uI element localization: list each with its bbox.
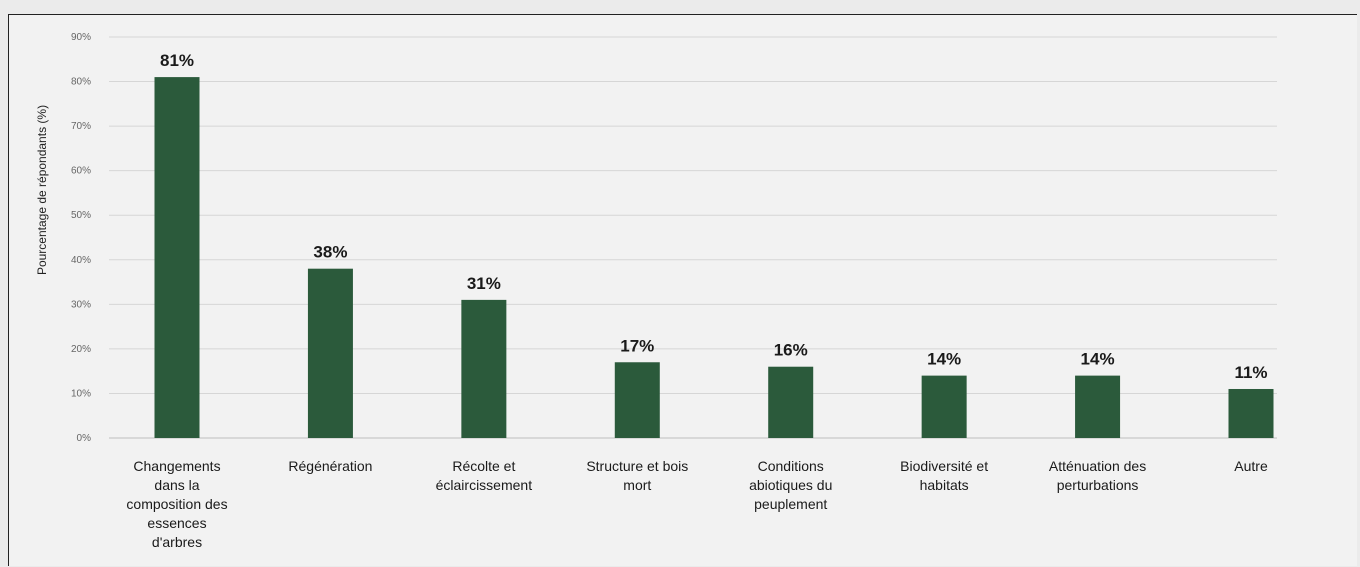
chart-frame: 0% 10% 20% 30% 40% 50% 60% 70% 80% 90% Pourcentag… <box>8 14 1357 566</box>
bar <box>921 375 967 438</box>
y-tick-label: 90% <box>71 32 91 43</box>
y-tick-label: 10% <box>71 388 91 399</box>
category-label: Atténuation des perturbations <box>1049 458 1146 493</box>
data-label: 16% <box>774 341 808 360</box>
gridlines <box>109 36 1277 439</box>
bar <box>461 299 507 438</box>
bar <box>614 362 660 438</box>
category-label: Conditions abiotiques du peuplement <box>749 458 832 512</box>
bar <box>768 366 814 438</box>
bars <box>154 77 1274 438</box>
y-tick-label: 20% <box>71 344 91 355</box>
category-label: Régénération <box>288 458 372 474</box>
bar <box>1075 375 1121 438</box>
y-axis-label: Pourcentage de répondants (%) <box>35 105 49 275</box>
category-label: Structure et bois mort <box>586 458 688 493</box>
y-tick-label: 70% <box>71 121 91 132</box>
y-tick-label: 30% <box>71 299 91 310</box>
y-tick-label: 0% <box>77 433 92 444</box>
data-labels: 81% 38% 31% 17% 16% 14% 14% 11% <box>160 51 1268 382</box>
bar <box>307 268 353 438</box>
bar-chart: 0% 10% 20% 30% 40% 50% 60% 70% 80% 90% Pourcentag… <box>35 32 1277 550</box>
y-tick-label: 40% <box>71 255 91 266</box>
data-label: 38% <box>313 243 347 262</box>
bar <box>1228 388 1274 438</box>
data-label: 17% <box>620 336 654 355</box>
category-label: Autre <box>1234 458 1268 474</box>
y-tick-label: 60% <box>71 166 91 177</box>
data-label: 11% <box>1234 363 1267 382</box>
bar <box>154 77 200 438</box>
data-label: 81% <box>160 51 194 70</box>
category-label: Récolte et éclaircissement <box>436 458 533 493</box>
category-label: Changements dans la composition des essence… <box>126 458 227 550</box>
y-tick-label: 80% <box>71 77 91 88</box>
category-label: Biodiversité et habitats <box>900 458 988 493</box>
data-label: 14% <box>1081 350 1115 369</box>
y-axis-ticks: 0% 10% 20% 30% 40% 50% 60% 70% 80% 90% <box>71 32 91 444</box>
data-label: 31% <box>467 274 501 293</box>
y-tick-label: 50% <box>71 210 91 221</box>
data-label: 14% <box>927 350 961 369</box>
category-labels: Changements dans la composition des essence… <box>126 458 1268 550</box>
